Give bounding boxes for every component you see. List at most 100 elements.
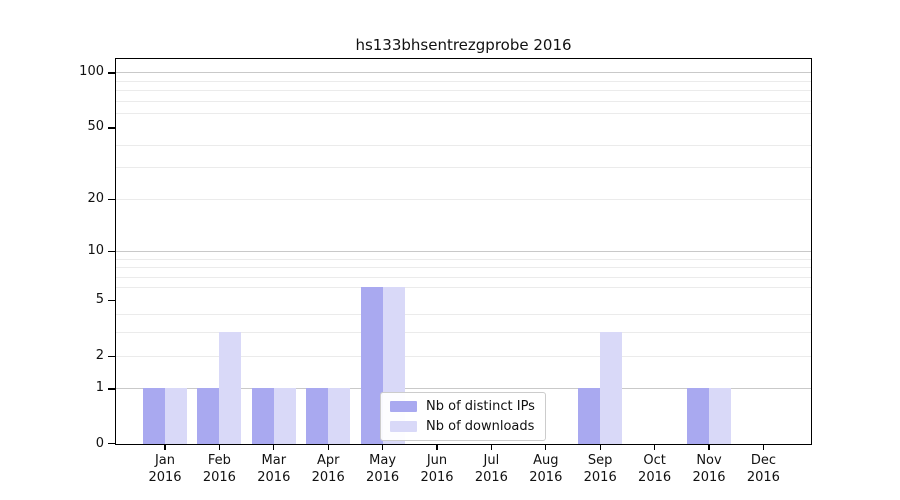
x-tick-month: Feb — [207, 453, 231, 468]
minor-gridline — [116, 80, 811, 82]
x-tick-label: Nov 2016 — [677, 452, 741, 486]
minor-gridline — [116, 332, 811, 334]
legend-row: Nb of distinct IPs — [390, 399, 536, 414]
major-gridline — [116, 72, 811, 74]
x-tick-year: 2016 — [638, 470, 672, 485]
x-tick-mark — [381, 444, 384, 450]
x-tick-year: 2016 — [148, 470, 182, 485]
bar-distinct-ips — [143, 388, 165, 444]
x-tick-mark — [490, 444, 493, 450]
y-tick-mark — [108, 198, 115, 201]
minor-gridline — [116, 276, 811, 278]
x-tick-year: 2016 — [366, 470, 400, 485]
minor-gridline — [116, 144, 811, 146]
y-tick-label: 50 — [87, 119, 104, 135]
x-tick-month: Sep — [587, 453, 613, 468]
minor-gridline — [116, 100, 811, 102]
legend-row: Nb of downloads — [390, 419, 536, 434]
x-tick-mark — [273, 444, 275, 450]
chart-title: hs133bhsentrezgprobe 2016 — [355, 36, 572, 54]
minor-gridline — [116, 287, 811, 289]
x-tick-mark — [436, 444, 438, 450]
y-tick-label: 2 — [95, 347, 104, 363]
bar-downloads — [273, 388, 296, 444]
major-gridline — [116, 250, 811, 252]
x-tick-label: Oct 2016 — [623, 452, 687, 486]
bar-downloads — [165, 388, 187, 444]
x-tick-mark — [218, 444, 221, 450]
y-tick-label: 100 — [79, 64, 104, 80]
x-tick-month: Aug — [533, 453, 559, 468]
legend-label: Nb of downloads — [426, 419, 535, 434]
x-tick-month: Jun — [426, 453, 448, 468]
x-tick-month: Mar — [261, 453, 287, 468]
y-tick-label: 10 — [87, 242, 104, 258]
x-tick-label: Dec 2016 — [731, 452, 795, 486]
y-tick-mark — [108, 127, 115, 129]
bar-downloads — [709, 388, 731, 444]
y-tick-label: 20 — [87, 190, 104, 206]
x-tick-year: 2016 — [257, 470, 291, 485]
y-tick-label: 5 — [95, 291, 104, 307]
x-tick-year: 2016 — [202, 470, 236, 485]
y-tick-mark — [108, 355, 115, 357]
x-tick-label: Jul 2016 — [459, 452, 523, 486]
minor-gridline — [116, 258, 811, 260]
x-tick-label: Aug 2016 — [514, 452, 578, 486]
plot-area: Nb of distinct IPs Nb of downloads 100 50 2… — [79, 58, 812, 485]
minor-gridline — [116, 355, 811, 357]
x-tick-month: Nov — [696, 453, 722, 468]
bar-distinct-ips — [306, 388, 329, 444]
x-tick-month: Dec — [750, 453, 776, 468]
minor-gridline — [116, 198, 811, 200]
y-tick-mark — [108, 250, 115, 253]
bar-distinct-ips — [360, 287, 383, 444]
major-gridline — [116, 388, 811, 390]
x-tick-label: Feb 2016 — [187, 452, 251, 486]
x-tick-year: 2016 — [692, 470, 726, 485]
legend-label: Nb of distinct IPs — [426, 399, 535, 414]
minor-gridline — [116, 112, 811, 114]
y-tick-mark — [108, 443, 115, 445]
x-tick-mark — [653, 444, 656, 450]
x-tick-year: 2016 — [474, 470, 508, 485]
minor-gridline — [116, 167, 811, 169]
x-tick-mark — [545, 444, 547, 450]
minor-gridline — [116, 90, 811, 91]
x-tick-mark — [762, 444, 765, 450]
x-tick-mark — [164, 444, 166, 450]
x-tick-label: Mar 2016 — [242, 452, 306, 486]
bar-distinct-ips — [251, 388, 274, 444]
x-tick-mark — [327, 444, 329, 450]
y-tick-label: 0 — [95, 436, 104, 451]
bar-downloads — [600, 332, 623, 444]
bar-downloads — [328, 388, 351, 444]
x-tick-label: Jan 2016 — [133, 452, 197, 486]
x-tick-label: Jun 2016 — [405, 452, 469, 486]
x-tick-month: May — [369, 453, 397, 468]
x-tick-label: May 2016 — [351, 452, 415, 486]
x-tick-mark — [708, 444, 710, 450]
bar-distinct-ips — [197, 388, 220, 444]
x-tick-year: 2016 — [583, 470, 617, 485]
bar-distinct-ips — [578, 388, 601, 444]
y-tick-mark — [108, 72, 115, 74]
x-tick-year: 2016 — [420, 470, 454, 485]
x-tick-year: 2016 — [529, 470, 563, 485]
legend-swatch — [390, 401, 417, 412]
x-tick-mark — [599, 444, 601, 450]
x-tick-label: Apr 2016 — [296, 452, 360, 486]
x-tick-year: 2016 — [311, 470, 345, 485]
minor-gridline — [116, 314, 811, 316]
bar-downloads — [219, 332, 242, 444]
minor-gridline — [116, 267, 811, 268]
y-tick-mark — [108, 299, 115, 302]
legend-swatch — [390, 421, 417, 432]
bar-distinct-ips — [687, 388, 709, 444]
y-tick-mark — [108, 388, 115, 390]
x-tick-month: Apr — [316, 453, 340, 468]
x-tick-month: Oct — [643, 453, 666, 468]
x-tick-label: Sep 2016 — [568, 452, 632, 486]
x-tick-month: Jan — [154, 453, 176, 468]
